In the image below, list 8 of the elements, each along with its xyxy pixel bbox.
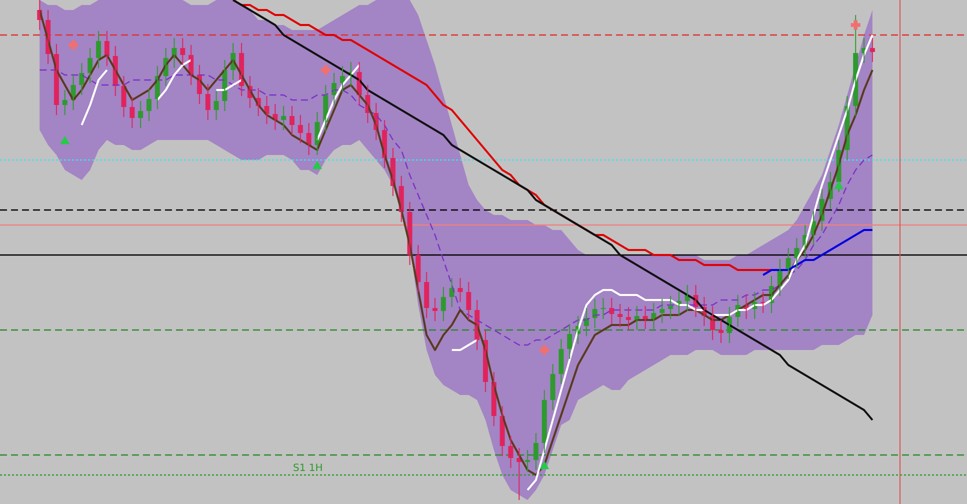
point — [68, 40, 78, 50]
point — [540, 460, 550, 470]
point — [834, 180, 844, 190]
point — [540, 345, 550, 355]
point — [60, 136, 70, 144]
point — [312, 160, 322, 170]
ref-line-label: S1 1H — [293, 463, 323, 474]
point — [850, 20, 860, 30]
